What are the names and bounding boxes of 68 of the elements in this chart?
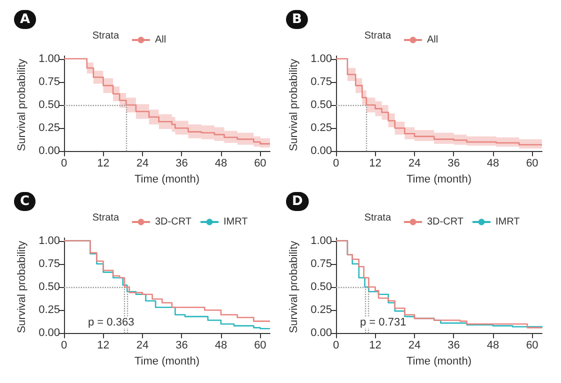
- legend-title: Strata: [364, 30, 392, 42]
- y-tick-label: 0.00: [38, 145, 60, 158]
- y-axis-title: Survival probability: [288, 58, 300, 152]
- x-tick-label: 60: [254, 158, 266, 170]
- y-axis-title: Survival probability: [288, 240, 300, 334]
- annotation: p = 0.363: [88, 316, 134, 328]
- y-tick-label: 1.00: [310, 52, 332, 65]
- y-tick-label: 1.00: [38, 234, 60, 247]
- y-tick-label: 0.00: [310, 327, 332, 340]
- y-axis-title: Survival probability: [16, 58, 28, 152]
- x-axis-title: Time (month): [406, 174, 472, 186]
- x-tick-label: 12: [97, 340, 110, 352]
- x-tick-label: 48: [486, 158, 500, 170]
- y-tick-label: 1.00: [38, 52, 60, 65]
- legend-label: 3D-CRT: [155, 216, 192, 228]
- legend-title: Strata: [92, 30, 120, 42]
- chart-title: D: [292, 194, 303, 209]
- x-axis-title: Time (month): [134, 356, 200, 368]
- x-tick-label: 24: [408, 340, 421, 352]
- y-tick-label: 0.75: [38, 258, 60, 270]
- chart-title: B: [292, 12, 302, 27]
- x-tick-label: 48: [486, 340, 500, 352]
- x-tick-label: 48: [214, 158, 228, 170]
- x-tick-label: 36: [448, 340, 460, 352]
- y-tick-label: 0.00: [310, 145, 332, 158]
- legend-label: IMRT: [495, 216, 520, 228]
- x-tick-label: 48: [214, 340, 228, 352]
- chart-title: A: [20, 12, 30, 27]
- y-tick-label: 0.75: [310, 258, 332, 270]
- x-tick-label: 24: [408, 158, 421, 170]
- y-tick-label: 0.50: [38, 99, 60, 111]
- x-tick-label: 0: [60, 158, 68, 170]
- x-tick-label: 36: [448, 158, 460, 170]
- y-tick-label: 0.25: [38, 304, 60, 316]
- x-tick-label: 12: [369, 340, 382, 352]
- legend-label: All: [427, 34, 438, 46]
- x-tick-label: 12: [97, 158, 110, 170]
- legend-title: Strata: [364, 212, 392, 224]
- chart-title: C: [20, 194, 30, 209]
- legend-label: All: [155, 34, 166, 46]
- y-tick-label: 0.50: [38, 281, 60, 293]
- legend-label: IMRT: [223, 216, 248, 228]
- x-tick-label: 60: [526, 158, 538, 170]
- y-tick-label: 0.75: [38, 76, 60, 88]
- y-tick-label: 0.75: [310, 76, 332, 88]
- legend-title: Strata: [92, 212, 120, 224]
- y-tick-label: 0.25: [38, 122, 60, 134]
- y-tick-label: 0.25: [310, 304, 332, 316]
- x-tick-label: 24: [136, 158, 149, 170]
- x-axis-title: Time (month): [406, 356, 472, 368]
- legend-label: 3D-CRT: [427, 216, 464, 228]
- y-tick-label: 0.00: [38, 327, 60, 340]
- x-axis-title: Time (month): [134, 174, 200, 186]
- y-tick-label: 0.50: [310, 99, 332, 111]
- y-tick-label: 1.00: [310, 234, 332, 247]
- x-tick-label: 12: [369, 158, 382, 170]
- x-tick-label: 60: [254, 340, 266, 352]
- x-tick-label: 60: [526, 340, 538, 352]
- x-tick-label: 0: [332, 158, 340, 170]
- y-tick-label: 0.25: [310, 122, 332, 134]
- annotation: p = 0.731: [360, 316, 406, 328]
- x-tick-label: 36: [176, 158, 188, 170]
- x-tick-label: 24: [136, 340, 149, 352]
- x-tick-label: 0: [332, 340, 340, 352]
- y-axis-title: Survival probability: [16, 240, 28, 334]
- y-tick-label: 0.50: [310, 281, 332, 293]
- x-tick-label: 36: [176, 340, 188, 352]
- x-tick-label: 0: [60, 340, 68, 352]
